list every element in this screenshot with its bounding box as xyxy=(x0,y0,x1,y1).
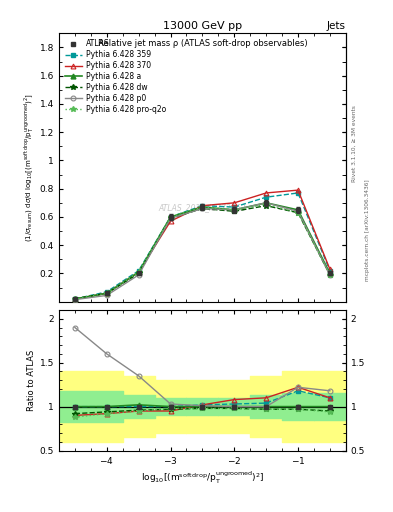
Pythia 6.428 370 xyxy=(136,269,141,275)
Pythia 6.428 a xyxy=(136,269,141,275)
Line: Pythia 6.428 359: Pythia 6.428 359 xyxy=(73,191,332,301)
Pythia 6.428 dw xyxy=(232,208,237,215)
Pythia 6.428 p0 xyxy=(327,272,332,278)
Pythia 6.428 a xyxy=(327,270,332,276)
Pythia 6.428 359 xyxy=(168,214,173,220)
Text: Relative jet mass ρ (ATLAS soft-drop observables): Relative jet mass ρ (ATLAS soft-drop obs… xyxy=(97,38,307,48)
Text: ATLAS_2019_I1772062: ATLAS_2019_I1772062 xyxy=(159,203,246,212)
Pythia 6.428 p0 xyxy=(105,292,109,298)
Pythia 6.428 a xyxy=(105,290,109,296)
Pythia 6.428 359 xyxy=(136,268,141,274)
Line: Pythia 6.428 p0: Pythia 6.428 p0 xyxy=(72,200,332,302)
Pythia 6.428 p0 xyxy=(296,208,300,215)
Pythia 6.428 dw xyxy=(105,290,109,296)
Pythia 6.428 pro-q2o xyxy=(200,204,205,210)
Pythia 6.428 pro-q2o xyxy=(232,207,237,213)
Pythia 6.428 dw xyxy=(200,205,205,211)
Pythia 6.428 dw xyxy=(264,203,268,209)
Pythia 6.428 359 xyxy=(105,289,109,295)
Pythia 6.428 359 xyxy=(73,296,77,302)
Pythia 6.428 p0 xyxy=(136,272,141,278)
Pythia 6.428 359 xyxy=(200,203,205,209)
Pythia 6.428 pro-q2o xyxy=(264,201,268,207)
Text: Rivet 3.1.10, ≥ 3M events: Rivet 3.1.10, ≥ 3M events xyxy=(352,105,357,182)
Pythia 6.428 pro-q2o xyxy=(296,209,300,216)
Pythia 6.428 a xyxy=(200,204,205,210)
Pythia 6.428 dw xyxy=(296,209,300,216)
Pythia 6.428 p0 xyxy=(168,216,173,222)
Pythia 6.428 359 xyxy=(296,190,300,196)
Line: Pythia 6.428 370: Pythia 6.428 370 xyxy=(72,188,332,302)
Pythia 6.428 p0 xyxy=(232,207,237,213)
Y-axis label: $(1/\sigma_{\rm resum})$ d$\sigma$/d log$_{10}$[(m$^{\rm soft\,drop}$/p$_{\rm T}: $(1/\sigma_{\rm resum})$ d$\sigma$/d log… xyxy=(22,93,35,242)
Line: Pythia 6.428 dw: Pythia 6.428 dw xyxy=(72,203,333,302)
Pythia 6.428 a xyxy=(168,214,173,220)
Pythia 6.428 370 xyxy=(232,200,237,206)
Pythia 6.428 370 xyxy=(168,218,173,224)
Pythia 6.428 a xyxy=(264,200,268,206)
Text: Jets: Jets xyxy=(327,20,346,31)
Pythia 6.428 a xyxy=(296,207,300,213)
Pythia 6.428 dw xyxy=(136,270,141,276)
Pythia 6.428 dw xyxy=(73,296,77,302)
Pythia 6.428 p0 xyxy=(264,200,268,206)
Pythia 6.428 359 xyxy=(264,194,268,200)
Pythia 6.428 p0 xyxy=(73,296,77,303)
Text: 13000 GeV pp: 13000 GeV pp xyxy=(163,20,242,31)
Pythia 6.428 370 xyxy=(264,190,268,196)
Pythia 6.428 a xyxy=(232,207,237,213)
X-axis label: log$_{10}$[(m$^{\rm soft\,drop}$/p$_{\rm T}^{\rm ungroomed}$)$^2$]: log$_{10}$[(m$^{\rm soft\,drop}$/p$_{\rm… xyxy=(141,469,264,485)
Pythia 6.428 pro-q2o xyxy=(105,290,109,296)
Pythia 6.428 370 xyxy=(105,290,109,296)
Pythia 6.428 pro-q2o xyxy=(168,214,173,220)
Pythia 6.428 dw xyxy=(168,216,173,222)
Text: mcplots.cern.ch [arXiv:1306.3436]: mcplots.cern.ch [arXiv:1306.3436] xyxy=(365,180,371,281)
Legend: ATLAS, Pythia 6.428 359, Pythia 6.428 370, Pythia 6.428 a, Pythia 6.428 dw, Pyth: ATLAS, Pythia 6.428 359, Pythia 6.428 37… xyxy=(63,37,168,116)
Pythia 6.428 370 xyxy=(200,203,205,209)
Line: Pythia 6.428 pro-q2o: Pythia 6.428 pro-q2o xyxy=(72,202,333,302)
Pythia 6.428 dw xyxy=(327,272,332,278)
Pythia 6.428 pro-q2o xyxy=(136,269,141,275)
Pythia 6.428 359 xyxy=(327,268,332,274)
Pythia 6.428 370 xyxy=(73,296,77,302)
Pythia 6.428 370 xyxy=(296,187,300,193)
Pythia 6.428 a xyxy=(73,296,77,302)
Pythia 6.428 359 xyxy=(232,204,237,210)
Pythia 6.428 p0 xyxy=(200,205,205,211)
Pythia 6.428 pro-q2o xyxy=(327,272,332,278)
Line: Pythia 6.428 a: Pythia 6.428 a xyxy=(72,200,332,302)
Pythia 6.428 370 xyxy=(327,266,332,272)
Y-axis label: Ratio to ATLAS: Ratio to ATLAS xyxy=(27,350,35,411)
Pythia 6.428 pro-q2o xyxy=(73,296,77,302)
